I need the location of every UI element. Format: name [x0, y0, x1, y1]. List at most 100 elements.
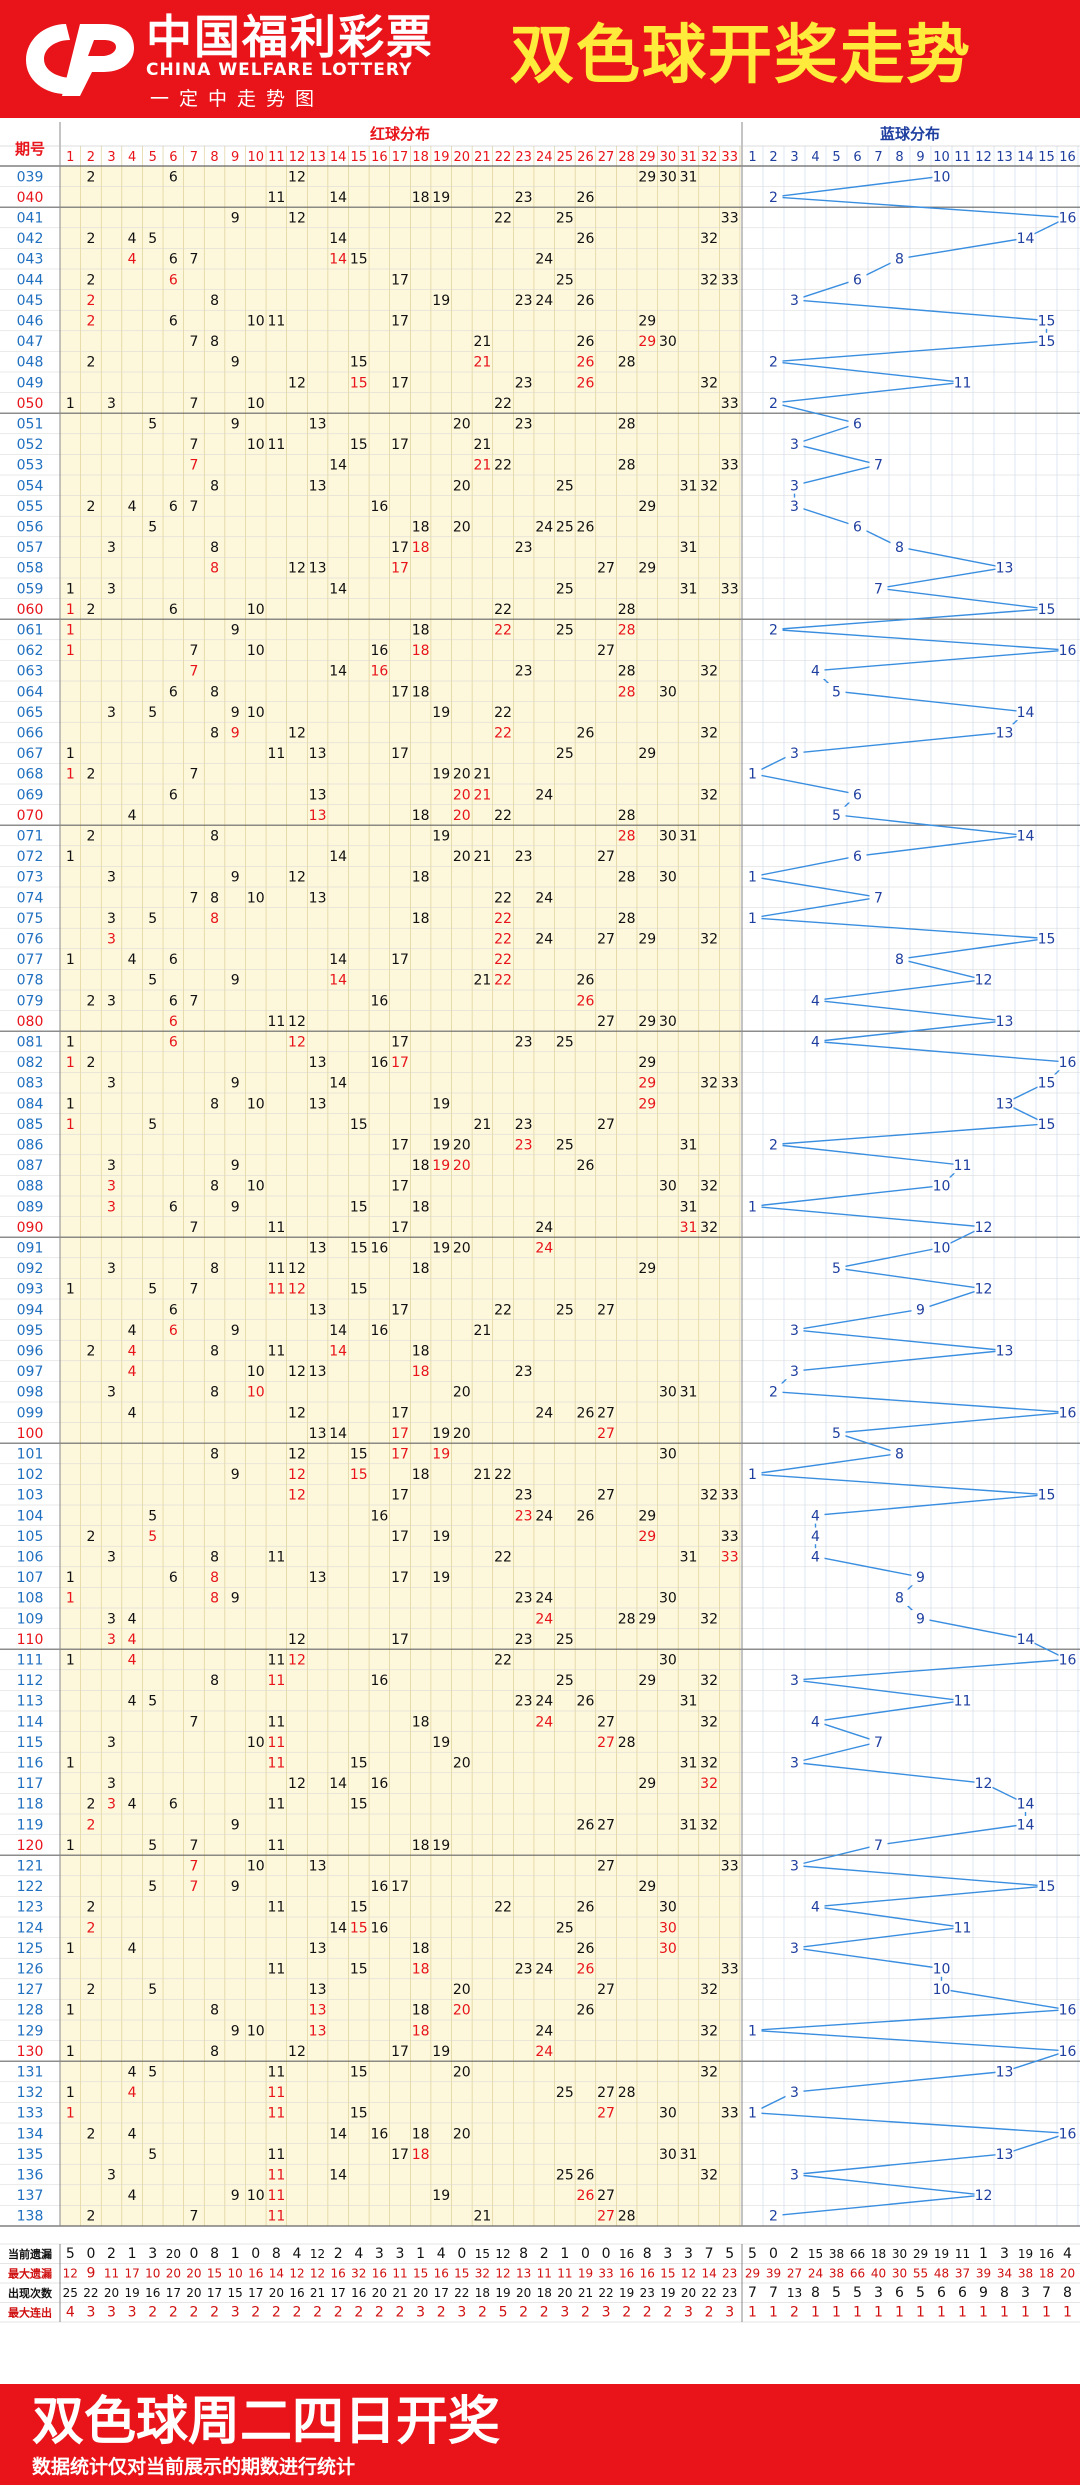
blue-ball: 10 [933, 1179, 951, 1195]
blue-ball-bg [827, 1424, 846, 1442]
stat-red-value: 16 [289, 2286, 304, 2300]
red-ball: 8 [210, 911, 219, 927]
period-number: 069 [17, 787, 44, 803]
red-ball: 27 [597, 849, 615, 865]
red-ball: 22 [494, 1302, 512, 1318]
red-ball: 3 [107, 2168, 116, 2184]
period-number: 076 [17, 932, 44, 948]
red-ball: 6 [169, 684, 178, 700]
red-ball: 3 [107, 540, 116, 556]
red-ball: 8 [210, 726, 219, 742]
blue-ball: 8 [895, 252, 904, 268]
stat-red-value: 15 [660, 2267, 675, 2281]
red-ball: 31 [680, 581, 698, 597]
red-ball: 14 [329, 1076, 347, 1092]
blue-ball-bg [995, 2145, 1014, 2163]
stat-blue-value: 34 [997, 2267, 1012, 2281]
red-ball: 11 [267, 1282, 285, 1298]
red-ball: 18 [412, 911, 430, 927]
stat-blue-value: 3 [1000, 2246, 1009, 2262]
stat-blue-value: 8 [1063, 2285, 1072, 2301]
period-number: 126 [17, 1962, 44, 1978]
period-number: 058 [17, 561, 44, 577]
red-ball: 7 [189, 643, 198, 659]
red-ball: 32 [700, 1220, 718, 1236]
red-col-label: 27 [598, 150, 615, 165]
red-ball: 11 [267, 2065, 285, 2081]
red-ball: 16 [370, 1879, 388, 1895]
red-ball: 2 [86, 767, 95, 783]
red-ball: 19 [432, 293, 450, 309]
blue-ball-bg [869, 1733, 888, 1751]
stat-red-value: 3 [128, 2305, 137, 2321]
red-ball: 19 [432, 190, 450, 206]
red-ball: 30 [659, 1014, 677, 1030]
red-ball: 12 [288, 1261, 306, 1277]
red-ball: 30 [659, 1900, 677, 1916]
stat-red-value: 15 [228, 2286, 243, 2300]
blue-ball-bg [869, 580, 888, 597]
stat-blue-value: 19 [1018, 2247, 1033, 2261]
red-ball: 4 [128, 2126, 137, 2142]
red-ball: 6 [169, 1035, 178, 1051]
red-col-label: 12 [289, 150, 306, 165]
red-ball: 27 [597, 561, 615, 577]
blue-ball: 6 [853, 417, 862, 433]
blue-ball: 13 [996, 2147, 1014, 2163]
blue-col-label: 16 [1059, 150, 1076, 165]
red-ball: 9 [231, 1199, 240, 1215]
red-ball: 2 [86, 1344, 95, 1360]
red-ball: 27 [597, 1817, 615, 1833]
red-ball: 19 [432, 1570, 450, 1586]
red-ball: 26 [577, 190, 595, 206]
period-number: 064 [17, 684, 44, 700]
red-ball: 30 [659, 1653, 677, 1669]
blue-ball-bg [932, 1177, 951, 1194]
red-ball: 26 [577, 2188, 595, 2204]
red-ball: 33 [721, 1550, 739, 1566]
blue-ball-bg [806, 1033, 825, 1050]
red-ball: 11 [267, 1261, 285, 1277]
red-col-label: 23 [515, 150, 532, 165]
period-number: 040 [17, 190, 44, 206]
stat-red-value: 2 [540, 2305, 549, 2321]
stat-red-value: 19 [124, 2286, 139, 2300]
red-ball: 4 [128, 2188, 137, 2204]
red-ball: 1 [66, 1941, 75, 1957]
stat-red-value: 11 [537, 2267, 552, 2281]
period-number: 132 [17, 2085, 44, 2101]
red-ball: 27 [597, 1302, 615, 1318]
blue-ball: 4 [811, 1714, 820, 1730]
blue-ball: 6 [853, 849, 862, 865]
red-ball: 27 [597, 2106, 615, 2122]
red-ball: 31 [680, 829, 698, 845]
red-ball: 14 [329, 2168, 347, 2184]
red-col-label: 33 [721, 150, 738, 165]
red-ball: 6 [169, 787, 178, 803]
period-number: 129 [17, 2023, 44, 2039]
red-ball: 18 [412, 1714, 430, 1730]
red-ball: 2 [86, 1817, 95, 1833]
stat-blue-value: 7 [769, 2285, 778, 2301]
red-ball: 4 [128, 1364, 137, 1380]
red-ball: 32 [700, 478, 718, 494]
red-ball: 21 [474, 767, 492, 783]
red-ball: 16 [370, 1508, 388, 1524]
blue-ball-bg [1058, 209, 1077, 226]
red-ball: 29 [638, 169, 656, 185]
stat-red-value: 2 [313, 2305, 322, 2321]
red-ball: 20 [453, 1982, 471, 1998]
red-ball: 23 [515, 375, 533, 391]
red-ball: 33 [721, 1962, 739, 1978]
red-ball: 26 [577, 1817, 595, 1833]
blue-ball: 3 [790, 1859, 799, 1875]
blue-ball: 13 [996, 1096, 1014, 1112]
blue-ball-bg [1058, 1651, 1077, 1668]
red-col-label: 3 [107, 150, 115, 165]
red-ball: 13 [309, 2003, 327, 2019]
blue-ball-bg [974, 1280, 993, 1297]
stat-blue-value: 2 [790, 2305, 799, 2321]
red-ball: 3 [107, 1550, 116, 1566]
stat-blue-value: 37 [955, 2267, 970, 2281]
blue-ball-bg [827, 806, 846, 824]
